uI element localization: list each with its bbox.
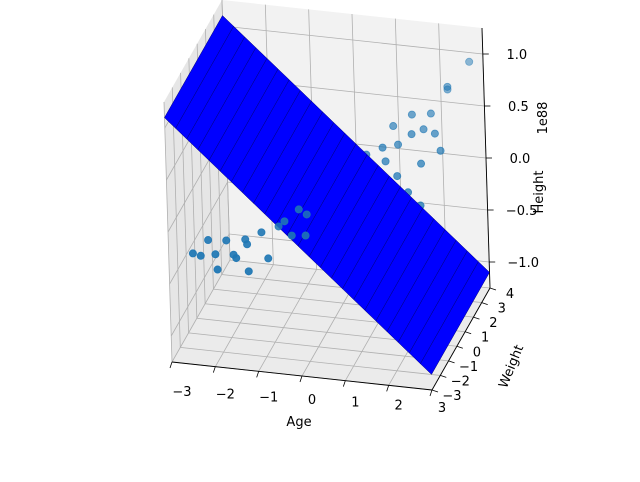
scatter-point <box>436 146 445 155</box>
y-tick-label: −2 <box>451 374 470 389</box>
x-tick-label: −3 <box>172 385 191 400</box>
y-axis-line <box>431 287 491 391</box>
scatter-point <box>274 222 283 231</box>
scatter-point <box>465 57 474 66</box>
grid-line-y <box>188 58 457 347</box>
y-tick-label: 4 <box>506 287 514 302</box>
z-tick-label: 0.0 <box>510 152 531 167</box>
grid-line-y <box>171 87 441 376</box>
x-tick-label: −1 <box>259 390 278 405</box>
scatter-point <box>196 251 205 260</box>
scatter-point <box>426 109 435 118</box>
scatter-point <box>204 236 213 245</box>
scatter-point <box>417 159 426 168</box>
scatter-point <box>394 140 403 149</box>
y-tick-mark <box>431 389 439 393</box>
x-tick-mark <box>256 371 260 378</box>
scatter-point <box>222 236 231 245</box>
x-tick-mark <box>386 385 390 392</box>
scatter-point <box>241 235 250 244</box>
x-tick-label: 2 <box>395 398 403 413</box>
scatter-point <box>430 129 439 138</box>
y-tick-label: −3 <box>442 389 461 404</box>
x-tick-mark <box>212 366 216 373</box>
scatter-point <box>407 110 416 119</box>
z-tick-label: −0.5 <box>506 204 538 219</box>
x-tick-label: −2 <box>216 388 235 403</box>
y-tick-mark <box>456 345 463 349</box>
z-tick-label: −1.0 <box>507 256 539 271</box>
y-tick-mark <box>473 316 480 320</box>
scatter-point <box>407 130 416 139</box>
scatter-point <box>378 143 387 152</box>
scatter-point <box>393 172 402 181</box>
x-axis-label: Age <box>286 415 311 430</box>
scatter-point <box>280 217 289 226</box>
y-tick-label: −1 <box>459 360 478 375</box>
x-tick-mark <box>169 361 173 369</box>
scatter-point <box>287 231 296 240</box>
scatter-point <box>294 205 303 214</box>
y-axis-label: Weight <box>496 343 527 391</box>
x-tick-label: 1 <box>351 396 359 411</box>
x-tick-label: 3 <box>438 401 446 416</box>
regression-surface <box>164 15 490 375</box>
y-tick-mark <box>481 302 488 305</box>
x-tick-label: 0 <box>308 393 316 408</box>
surface-patch <box>420 261 490 375</box>
scatter-points-front <box>188 205 311 276</box>
scatter-point <box>264 254 273 263</box>
scatter-point <box>301 231 310 240</box>
y-tick-mark <box>489 287 497 291</box>
scatter-point <box>211 250 220 259</box>
scatter-point <box>257 228 266 237</box>
scatter-point <box>213 265 222 274</box>
x-tick-mark <box>429 389 433 397</box>
y-tick-mark <box>448 360 455 364</box>
y-tick-label: 0 <box>473 345 481 360</box>
scatter-point <box>188 249 197 258</box>
scatter-point <box>244 267 253 276</box>
y-tick-label: 2 <box>489 316 497 331</box>
scatter-point <box>419 125 428 134</box>
z-tick-label: 1.0 <box>506 48 527 63</box>
z-axis-offset-label: 1e88 <box>536 102 551 135</box>
z-tick-label: 0.5 <box>508 100 529 115</box>
scatter-point <box>302 210 311 219</box>
z-axis-label: Height <box>532 171 547 214</box>
y-tick-mark <box>465 331 472 335</box>
y-tick-label: 3 <box>498 302 506 317</box>
y-tick-mark <box>440 375 447 378</box>
scatter-point <box>443 85 452 94</box>
x-tick-mark <box>342 380 346 387</box>
scatter-point <box>389 122 398 131</box>
grid-line-y <box>180 72 449 362</box>
y-tick-label: 1 <box>481 331 489 346</box>
x-tick-mark <box>299 375 303 383</box>
scatter-point <box>381 157 390 166</box>
scatter-point <box>232 254 241 263</box>
